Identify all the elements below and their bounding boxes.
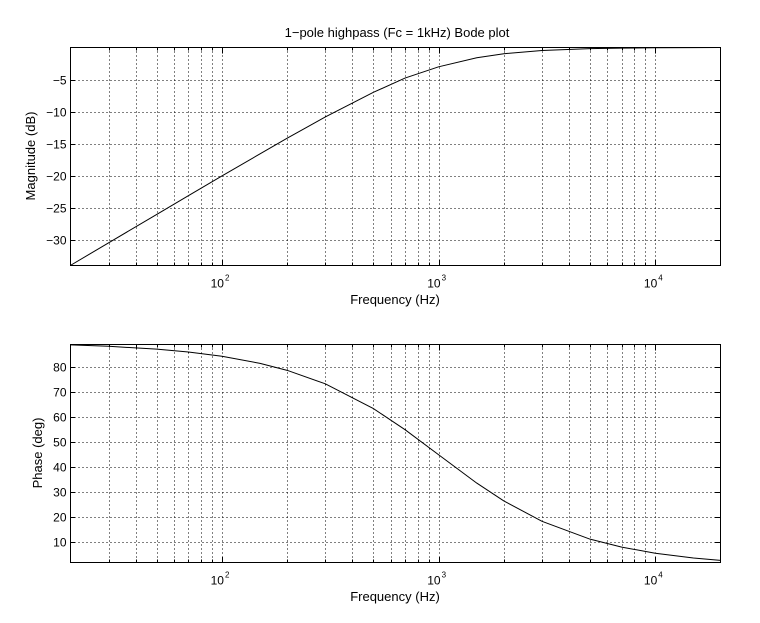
magnitude-y-tick-label: −25 (46, 202, 67, 216)
phase-y-tick-label: 60 (53, 411, 67, 425)
chart-title: 1−pole highpass (Fc = 1kHz) Bode plot (285, 25, 510, 40)
phase-y-tick-label: 10 (53, 536, 67, 550)
magnitude-y-axis-label: Magnitude (dB) (23, 112, 38, 201)
magnitude-x-tick-label: 10 (644, 277, 658, 291)
phase-y-tick-label: 80 (53, 361, 67, 375)
phase-x-tick-exponent: 4 (658, 571, 663, 580)
phase-y-tick-label: 50 (53, 436, 67, 450)
magnitude-x-tick-exponent: 4 (658, 274, 663, 283)
phase-x-tick-label: 10 (427, 574, 441, 588)
phase-y-tick-label: 20 (53, 511, 67, 525)
phase-y-tick-label: 40 (53, 461, 67, 475)
magnitude-x-tick-exponent: 2 (225, 274, 230, 283)
magnitude-x-tick-exponent: 3 (442, 274, 447, 283)
phase-x-tick-exponent: 3 (442, 571, 447, 580)
magnitude-grid (70, 47, 721, 266)
magnitude-x-tick-label: 10 (427, 277, 441, 291)
phase-y-tick-label: 30 (53, 486, 67, 500)
magnitude-y-tick-label: −5 (53, 74, 67, 88)
phase-grid (70, 344, 721, 563)
phase-plot-frame (70, 344, 721, 563)
magnitude-series-line (70, 47, 721, 266)
phase-series-line (70, 344, 721, 561)
phase-y-tick-label: 70 (53, 386, 67, 400)
magnitude-y-tick-label: −30 (46, 234, 67, 248)
magnitude-y-tick-label: −20 (46, 170, 67, 184)
phase-x-tick-exponent: 2 (225, 571, 230, 580)
phase-x-tick-label: 10 (644, 574, 658, 588)
magnitude-x-tick-label: 10 (211, 277, 225, 291)
phase-x-axis-label: Frequency (Hz) (350, 589, 440, 604)
magnitude-y-tick-label: −15 (46, 138, 67, 152)
magnitude-x-axis-label: Frequency (Hz) (350, 292, 440, 307)
magnitude-y-tick-label: −10 (46, 106, 67, 120)
phase-x-tick-label: 10 (211, 574, 225, 588)
magnitude-plot-frame (70, 47, 721, 266)
phase-y-axis-label: Phase (deg) (30, 418, 45, 489)
